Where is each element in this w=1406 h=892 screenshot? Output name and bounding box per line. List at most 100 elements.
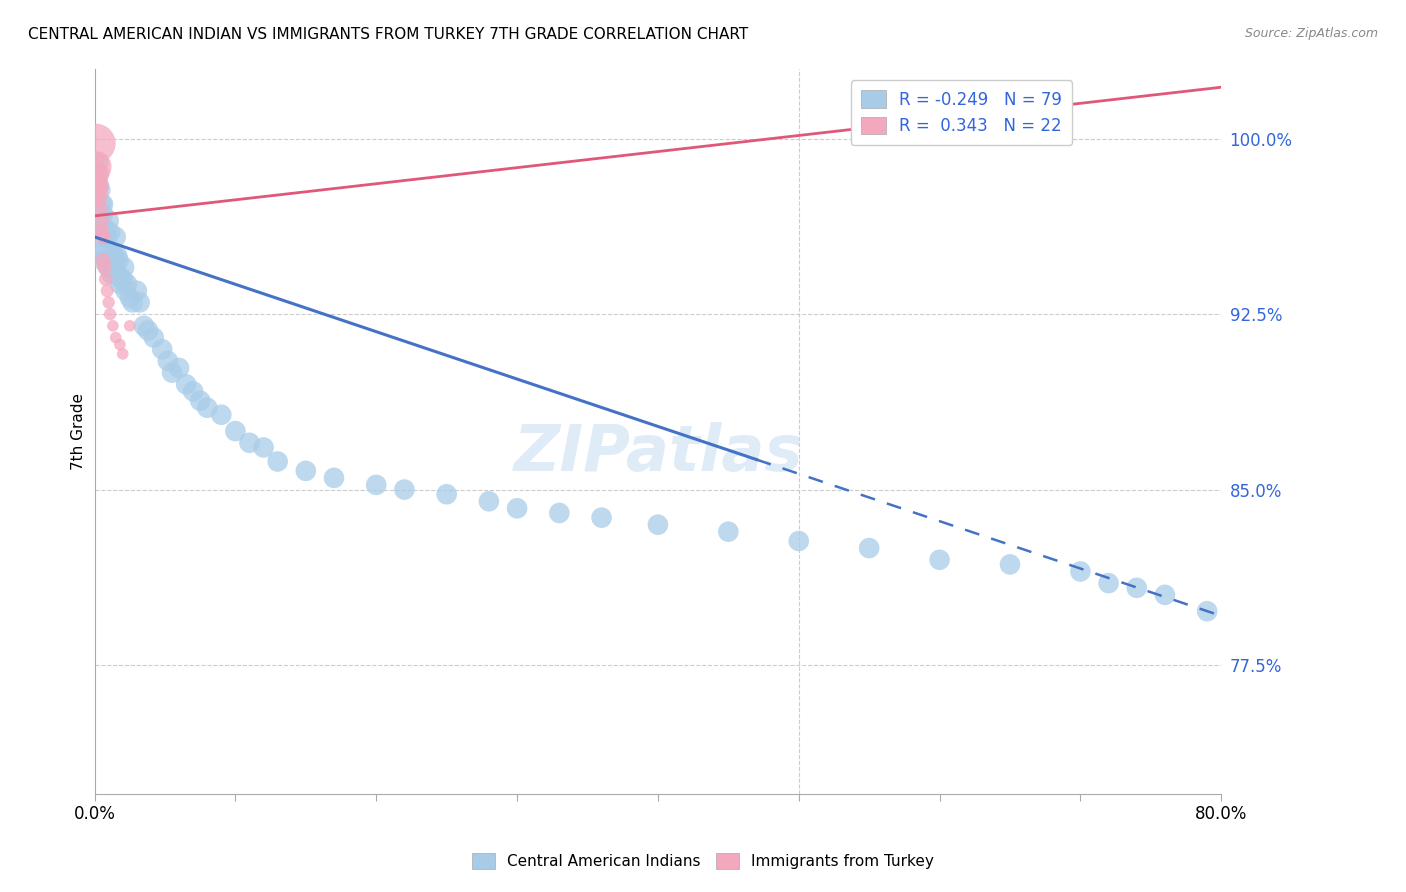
Point bbox=[998, 120, 1021, 134]
Point bbox=[91, 230, 114, 244]
Point bbox=[591, 510, 613, 524]
Point bbox=[93, 244, 115, 258]
Point bbox=[478, 494, 501, 508]
Point bbox=[96, 230, 118, 244]
Point bbox=[998, 558, 1021, 572]
Point bbox=[167, 360, 190, 375]
Point bbox=[114, 284, 136, 298]
Point bbox=[89, 213, 111, 227]
Point bbox=[90, 225, 112, 239]
Point bbox=[89, 206, 111, 220]
Point bbox=[125, 284, 148, 298]
Point bbox=[111, 347, 134, 361]
Text: Source: ZipAtlas.com: Source: ZipAtlas.com bbox=[1244, 27, 1378, 40]
Point bbox=[394, 483, 416, 497]
Point bbox=[91, 230, 114, 244]
Point bbox=[160, 366, 183, 380]
Point bbox=[91, 197, 114, 211]
Point bbox=[90, 220, 112, 235]
Point bbox=[97, 213, 120, 227]
Point bbox=[94, 225, 117, 239]
Point bbox=[84, 190, 107, 204]
Point bbox=[107, 253, 129, 268]
Point bbox=[121, 295, 143, 310]
Point bbox=[1069, 565, 1091, 579]
Text: ZIPatlas: ZIPatlas bbox=[513, 422, 803, 483]
Point bbox=[94, 253, 117, 268]
Point bbox=[87, 155, 110, 169]
Point bbox=[84, 136, 107, 151]
Point bbox=[111, 272, 134, 286]
Point bbox=[112, 260, 135, 275]
Point bbox=[128, 295, 150, 310]
Point bbox=[91, 253, 114, 268]
Point bbox=[295, 464, 318, 478]
Point bbox=[104, 230, 127, 244]
Point bbox=[108, 277, 131, 291]
Point bbox=[323, 471, 346, 485]
Point bbox=[93, 260, 115, 275]
Point bbox=[110, 272, 132, 286]
Point bbox=[1125, 581, 1147, 595]
Point bbox=[118, 318, 141, 333]
Point bbox=[858, 541, 880, 555]
Point bbox=[91, 206, 114, 220]
Point bbox=[928, 553, 950, 567]
Point bbox=[86, 202, 108, 216]
Point bbox=[115, 277, 138, 291]
Point bbox=[548, 506, 571, 520]
Point bbox=[105, 249, 128, 263]
Point bbox=[86, 190, 108, 204]
Point bbox=[84, 160, 107, 174]
Point bbox=[89, 183, 111, 197]
Point bbox=[1154, 588, 1177, 602]
Point bbox=[94, 272, 117, 286]
Point bbox=[84, 213, 107, 227]
Point bbox=[366, 478, 388, 492]
Point bbox=[1097, 576, 1119, 591]
Point bbox=[1197, 604, 1219, 618]
Point bbox=[97, 260, 120, 275]
Point bbox=[156, 354, 179, 368]
Point bbox=[98, 225, 121, 239]
Point bbox=[647, 517, 669, 532]
Point bbox=[91, 253, 114, 268]
Point bbox=[717, 524, 740, 539]
Text: CENTRAL AMERICAN INDIAN VS IMMIGRANTS FROM TURKEY 7TH GRADE CORRELATION CHART: CENTRAL AMERICAN INDIAN VS IMMIGRANTS FR… bbox=[28, 27, 748, 42]
Point bbox=[142, 330, 165, 344]
Point bbox=[108, 337, 131, 351]
Point bbox=[209, 408, 232, 422]
Point bbox=[87, 178, 110, 193]
Point bbox=[787, 534, 810, 549]
Point bbox=[506, 501, 529, 516]
Point bbox=[98, 307, 121, 321]
Point bbox=[174, 377, 197, 392]
Point bbox=[101, 260, 124, 275]
Legend: R = -0.249   N = 79, R =  0.343   N = 22: R = -0.249 N = 79, R = 0.343 N = 22 bbox=[851, 80, 1073, 145]
Point bbox=[150, 343, 173, 357]
Point bbox=[103, 249, 125, 263]
Y-axis label: 7th Grade: 7th Grade bbox=[72, 392, 86, 469]
Point bbox=[96, 284, 118, 298]
Point bbox=[86, 167, 108, 181]
Point bbox=[238, 435, 260, 450]
Point bbox=[87, 202, 110, 216]
Legend: Central American Indians, Immigrants from Turkey: Central American Indians, Immigrants fro… bbox=[465, 847, 941, 875]
Point bbox=[132, 318, 155, 333]
Point bbox=[181, 384, 204, 399]
Point bbox=[97, 295, 120, 310]
Point bbox=[436, 487, 458, 501]
Point bbox=[104, 330, 127, 344]
Point bbox=[266, 454, 288, 468]
Point bbox=[252, 441, 274, 455]
Point bbox=[100, 249, 122, 263]
Point bbox=[86, 167, 108, 181]
Point bbox=[101, 318, 124, 333]
Point bbox=[118, 291, 141, 305]
Point bbox=[195, 401, 218, 415]
Point bbox=[98, 253, 121, 268]
Point bbox=[84, 183, 107, 197]
Point bbox=[96, 253, 118, 268]
Point bbox=[90, 197, 112, 211]
Point bbox=[188, 393, 211, 408]
